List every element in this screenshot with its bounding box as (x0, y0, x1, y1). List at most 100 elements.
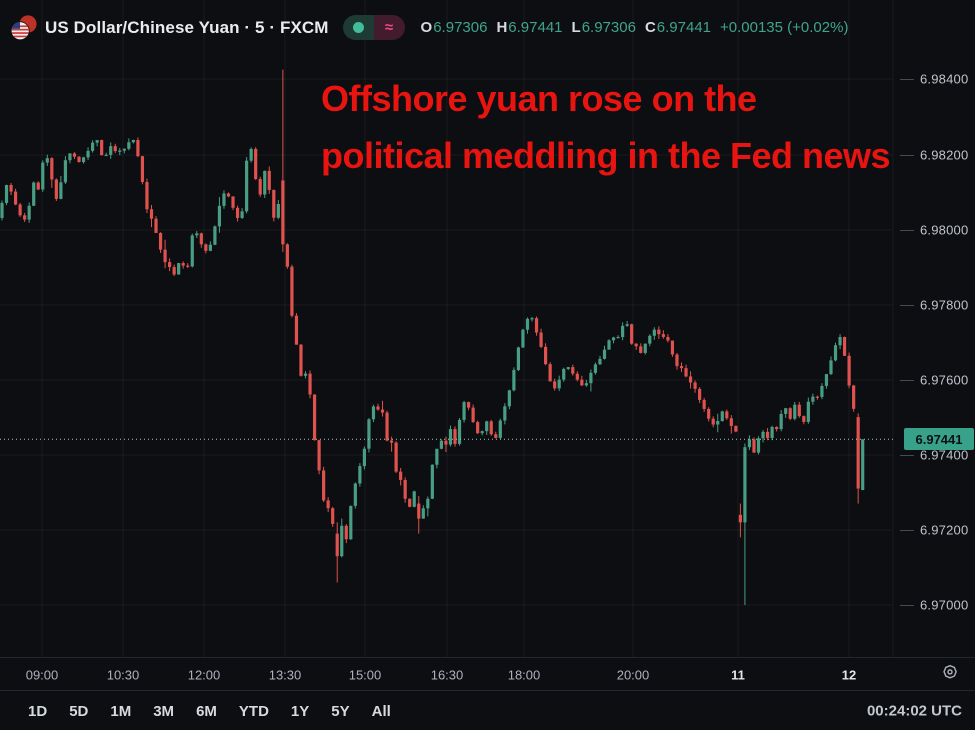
timezone-clock[interactable]: 00:24:02 UTC (861, 702, 968, 721)
candle (471, 404, 475, 423)
time-axis[interactable]: 09:00 10:30 12:00 13:30 15:00 16:30 18:00 20:00… (0, 657, 975, 691)
candle (679, 362, 684, 373)
price-tick (900, 155, 914, 156)
delayed-data-icon: ≈ (373, 15, 405, 40)
time-axis-label: 09:00 (25, 667, 59, 682)
last-price-badge[interactable]: 6.97441 (904, 428, 974, 451)
range-button-6m[interactable]: 6M (190, 700, 223, 723)
candles-layer (0, 69, 865, 605)
candle (181, 261, 185, 269)
candle (240, 208, 244, 220)
candle (408, 498, 412, 508)
candle (249, 147, 253, 163)
candle (95, 140, 99, 147)
candle (222, 190, 226, 209)
candle (788, 407, 792, 421)
candle (480, 430, 484, 436)
candle (235, 205, 240, 222)
candle (811, 393, 815, 405)
candle (534, 316, 539, 336)
candle (421, 505, 425, 519)
symbol-title[interactable]: US Dollar/Chinese Yuan · 5 · FXCM (45, 17, 329, 37)
candle (847, 352, 851, 389)
candle (417, 496, 421, 534)
candle (308, 370, 312, 399)
candle (802, 415, 806, 425)
candle (9, 183, 13, 196)
price-tick (900, 455, 914, 456)
candle (36, 181, 40, 191)
candle (303, 371, 308, 379)
market-status-toggle[interactable]: ≈ (342, 15, 405, 40)
high-value: 6.97441 (508, 19, 563, 36)
candle (245, 157, 249, 214)
range-button-1d[interactable]: 1D (22, 700, 53, 723)
candle (172, 264, 176, 277)
candle (833, 342, 838, 362)
candle (403, 477, 407, 503)
price-axis[interactable]: 6.97441 6.98400 6.98200 6.98000 6.97800 6.97… (893, 0, 975, 657)
candle (476, 420, 480, 435)
range-button-3m[interactable]: 3M (147, 700, 180, 723)
candle (842, 336, 847, 357)
price-tick (900, 530, 914, 531)
candle (684, 364, 688, 378)
candle (539, 328, 543, 349)
candle (806, 397, 810, 424)
date-range-buttons: 1D 5D 1M 3M 6M YTD 1Y 5Y All (22, 700, 397, 723)
candle (281, 69, 285, 252)
candle (666, 334, 670, 343)
candle (652, 327, 656, 340)
candle (584, 379, 588, 387)
candle (630, 323, 634, 345)
range-button-1m[interactable]: 1M (104, 700, 137, 723)
range-button-all[interactable]: All (366, 700, 397, 723)
candle (127, 138, 131, 151)
candle (643, 343, 647, 355)
candle (435, 448, 439, 469)
candle (322, 466, 326, 502)
range-button-ytd[interactable]: YTD (233, 700, 275, 723)
candle (702, 397, 706, 412)
axis-settings-gear-icon[interactable] (938, 662, 962, 686)
candle (91, 140, 95, 153)
candle (729, 415, 733, 434)
candle (611, 336, 616, 344)
candle (86, 147, 90, 160)
candle (317, 439, 321, 475)
range-button-1y[interactable]: 1Y (285, 700, 315, 723)
bottom-toolbar: 1D 5D 1M 3M 6M YTD 1Y 5Y All 00:24:02 UTC (0, 690, 975, 730)
candle (698, 387, 702, 404)
low-value: 6.97306 (581, 19, 636, 36)
candle (634, 343, 638, 350)
range-button-5d[interactable]: 5D (63, 700, 94, 723)
candle (331, 506, 335, 527)
candle (32, 181, 36, 207)
candle (213, 225, 217, 246)
candle (412, 490, 416, 508)
candle (294, 313, 299, 345)
candle (720, 410, 724, 422)
candle (23, 212, 27, 222)
high-label: H (496, 19, 508, 36)
range-button-5y[interactable]: 5Y (325, 700, 355, 723)
candle (707, 407, 711, 422)
candle (562, 367, 566, 382)
close-value: 6.97441 (656, 19, 712, 36)
candle (498, 418, 502, 439)
grid-lines (0, 0, 894, 657)
candle (466, 401, 471, 411)
candle (716, 413, 720, 433)
candle (589, 369, 593, 392)
candle (226, 192, 231, 198)
candle (616, 335, 620, 339)
candle (263, 170, 267, 198)
candle (593, 362, 598, 375)
candle (72, 152, 77, 160)
candle (507, 389, 511, 410)
price-axis-label: 6.97200 (920, 522, 969, 538)
candle (231, 196, 235, 211)
candle (725, 409, 729, 420)
